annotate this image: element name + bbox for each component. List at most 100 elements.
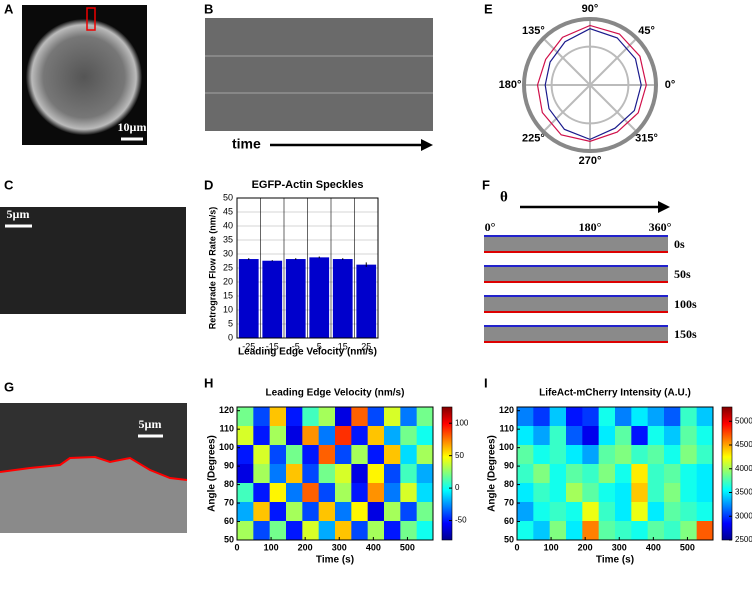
plot-frame (236, 197, 379, 339)
heatmap-cell (237, 445, 254, 465)
heatmap-cell (400, 483, 418, 503)
heatmap-cell (253, 464, 271, 484)
heatmap-cell (582, 426, 600, 446)
heatmap-cell (680, 521, 698, 541)
strip-image (484, 236, 668, 252)
angle-label: 225° (522, 133, 545, 145)
y-tick-label: 20 (223, 276, 233, 286)
heatmap-cell (269, 502, 287, 522)
cell-edge-image (0, 457, 187, 533)
heatmap-cell (696, 502, 714, 522)
heatmap-cell (286, 407, 303, 427)
heatmap-cell (318, 445, 336, 465)
heatmap-cell (680, 502, 698, 522)
heatmap-cell (517, 407, 534, 427)
heatmap-cell (696, 464, 714, 484)
heatmap-cell (351, 464, 369, 484)
heatmap-cell (384, 407, 401, 427)
heatmap-cell (318, 464, 336, 484)
heatmap-cell (582, 464, 600, 484)
polar-line (536, 24, 647, 142)
heatmap-cell (237, 502, 254, 522)
heatmap-cell (566, 502, 583, 522)
heatmap-cell (335, 483, 352, 503)
heatmap-cell (286, 464, 303, 484)
heatmap-cell (253, 445, 271, 465)
y-tick-label: 50 (224, 534, 234, 544)
heatmap-cell (696, 407, 714, 427)
y-tick-label: 50 (504, 534, 514, 544)
heatmap-cell (416, 407, 434, 427)
outer-ring (522, 17, 658, 153)
y-tick-label: 10 (223, 304, 233, 314)
heatmap-cell (302, 502, 320, 522)
heatmap-cell (400, 445, 418, 465)
heatmap-cell (269, 426, 287, 446)
heatmap-cell (318, 483, 336, 503)
heatmap-cell (237, 407, 254, 427)
heatmap-cell (286, 445, 303, 465)
colorbar-label: 4500 (735, 440, 752, 449)
heatmap-cell (384, 502, 401, 522)
heatmap-cell (335, 521, 352, 541)
y-tick-label: 35 (223, 234, 233, 244)
strip-image (484, 326, 668, 342)
y-tick-label: 60 (504, 516, 514, 526)
heatmap-cell (351, 426, 369, 446)
arrow-head (421, 139, 433, 151)
heatmap-cell (631, 483, 649, 503)
axis-label: time (232, 136, 261, 152)
heatmap-cell (664, 407, 681, 427)
y-tick-label: 0 (228, 332, 233, 342)
heatmap-cell (384, 521, 401, 541)
scale-label: 10µm (118, 120, 147, 134)
heatmap-cell (680, 464, 698, 484)
angle-label: 45° (638, 25, 655, 37)
colorbar-label: 2500 (735, 535, 752, 544)
heatmap-cell (367, 483, 385, 503)
angle-label: 270° (579, 155, 602, 167)
heatmap-cell (549, 426, 567, 446)
y-tick-label: 70 (504, 497, 514, 507)
heatmap-cell (286, 426, 303, 446)
heatmap-cell (664, 464, 681, 484)
angle-label: 90° (582, 3, 599, 15)
heatmap-cell (367, 521, 385, 541)
heatmap-cell (631, 502, 649, 522)
heatmap-cell (549, 521, 567, 541)
kymograph-image (205, 18, 433, 131)
panel-label: C (4, 177, 14, 192)
colorbar-label: 3500 (735, 488, 752, 497)
panel-label: A (4, 1, 14, 16)
polar-line (544, 28, 642, 141)
heatmap-cell (335, 464, 352, 484)
heatmap-cell (549, 445, 567, 465)
heatmap-cell (302, 445, 320, 465)
colorbar-label: -50 (455, 516, 467, 525)
heatmap-cell (517, 464, 534, 484)
heatmap-cell (269, 464, 287, 484)
x-tick-label: 0 (514, 542, 519, 552)
heatmap-cell (237, 521, 254, 541)
x-tick-label: 100 (264, 542, 279, 552)
frame-lines (205, 55, 433, 94)
heatmap-cell (549, 483, 567, 503)
bar (285, 259, 306, 338)
bar (332, 259, 353, 338)
heatmap-cell (400, 521, 418, 541)
heatmap-cell (302, 521, 320, 541)
x-tick-label: 0 (234, 542, 239, 552)
x-tick-label: 400 (366, 542, 381, 552)
x-tick-label: 100 (544, 542, 559, 552)
heatmap-cell (517, 521, 534, 541)
heatmap-cell (582, 521, 600, 541)
heatmap-cell (384, 464, 401, 484)
heatmap-cell (400, 426, 418, 446)
heatmap-cell (631, 464, 649, 484)
heatmap-cell (351, 502, 369, 522)
heatmap-cell (335, 445, 352, 465)
heatmap-cell (416, 502, 434, 522)
heatmap-cell (647, 407, 665, 427)
heatmap-cell (598, 426, 616, 446)
x-tick-label: 400 (646, 542, 661, 552)
